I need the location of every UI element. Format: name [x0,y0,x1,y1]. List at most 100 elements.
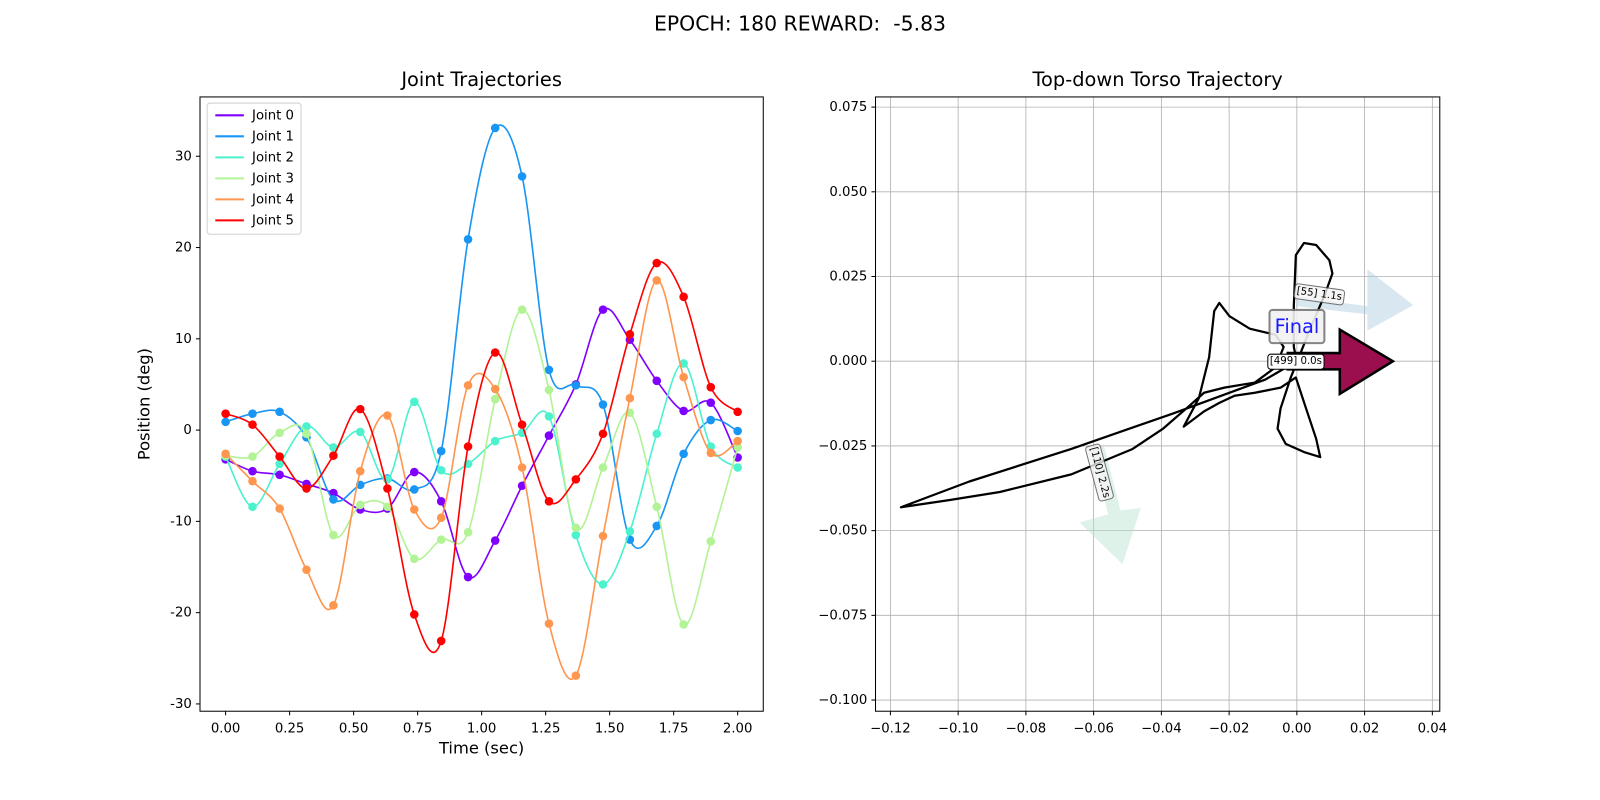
legend-label: Joint 5 [251,213,294,228]
data-point [679,449,688,459]
data-point [221,409,230,418]
heading-arrow [1295,269,1414,331]
data-point [329,601,338,610]
data-point [490,123,500,133]
data-point [571,523,581,533]
data-point [410,505,419,514]
data-point [544,385,554,395]
data-point [383,411,392,420]
data-line [225,307,739,579]
y-tick-label: −0.025 [818,439,867,454]
data-point [490,536,500,545]
data-point [679,359,688,368]
x-tick-label: −0.04 [1141,722,1182,737]
heading-arrows [1079,269,1414,565]
data-point [275,470,284,480]
x-tick-label: −0.08 [1006,722,1047,737]
data-line [225,261,739,654]
x-tick-label: 1.75 [659,722,689,737]
data-line [225,124,739,549]
data-point [652,502,662,512]
data-point [706,448,716,458]
data-point [517,420,527,429]
data-point [544,431,554,440]
data-point [679,372,688,382]
data-point [275,459,284,469]
series-layer [221,123,742,680]
data-point [733,407,742,417]
legend: Joint 0 Joint 1 Joint 2 Joint 3 Joint 4 Joint… [206,102,302,235]
data-point [436,465,446,475]
x-tick-label: 1.00 [467,722,497,737]
annotation-box [1293,283,1346,306]
data-point [463,528,473,537]
y-tick-label: −0.075 [818,608,867,623]
legend-label: Joint 4 [251,192,294,207]
data-point [436,535,446,544]
data-point [410,610,419,619]
data-line [225,308,739,626]
x-tick-label: 2.00 [723,722,753,737]
data-point [248,476,257,486]
data-point [302,429,311,439]
axes-frame [199,96,764,712]
y-tick-label: 20 [175,241,192,256]
figure-title: EPOCH: 180 REWARD: -5.83 [654,11,946,35]
data-point [652,276,662,285]
data-point [275,452,284,461]
data-point [490,394,500,404]
axes: −0.12 −0.10 −0.08 −0.06 −0.04 −0.02 0.00 0.02 0.… [818,68,1447,736]
data-point [436,636,446,646]
data-point [733,443,742,452]
x-tick-label: 0.75 [403,722,433,737]
annotation: [55] 1.1s [1293,283,1346,306]
data-point [355,404,365,414]
y-tick-label: -20 [170,606,192,621]
data-point [571,475,581,484]
x-tick-label: 0.00 [211,722,241,737]
data-point [571,381,581,390]
data-point [598,400,608,409]
data-point [625,393,635,403]
y-tick-label: 0.000 [829,354,867,369]
x-tick-label: 0.25 [275,722,305,737]
data-point [733,426,742,436]
data-point [302,565,311,575]
annotation: [499] 0.0s [1267,353,1325,370]
data-point [248,502,257,512]
y-tick-label: −0.050 [818,524,867,539]
annotation-box [1267,353,1325,370]
data-point [598,580,608,589]
annotation-box [1085,443,1114,502]
data-point [221,449,230,459]
data-point [463,572,473,582]
data-point [598,463,608,472]
data-point [329,530,338,540]
data-point [517,172,527,181]
data-point [248,409,257,418]
data-point [355,500,365,510]
x-tick-label: −0.06 [1073,722,1114,737]
data-point [329,495,338,504]
data-point [248,466,257,476]
y-tick-label: −0.100 [818,693,867,708]
y-axis-label: Position (deg) [134,348,153,460]
data-point [383,502,392,512]
data-point [517,305,527,314]
axes-title: Top-down Torso Trajectory [1032,68,1283,91]
x-tick-label: −0.10 [938,722,979,737]
y-tick-label: 30 [175,149,192,164]
data-point [625,329,635,339]
data-point [679,620,688,629]
data-point [490,436,500,446]
data-point [410,485,419,494]
data-point [598,305,608,314]
annotation-text: [499] 0.0s [1270,356,1322,367]
data-point [517,463,527,472]
data-point [302,422,311,431]
data-point [679,406,688,416]
data-point [248,452,257,461]
x-tick-label: −0.12 [870,722,911,737]
x-tick-label: −0.02 [1209,722,1250,737]
data-point [436,497,446,506]
